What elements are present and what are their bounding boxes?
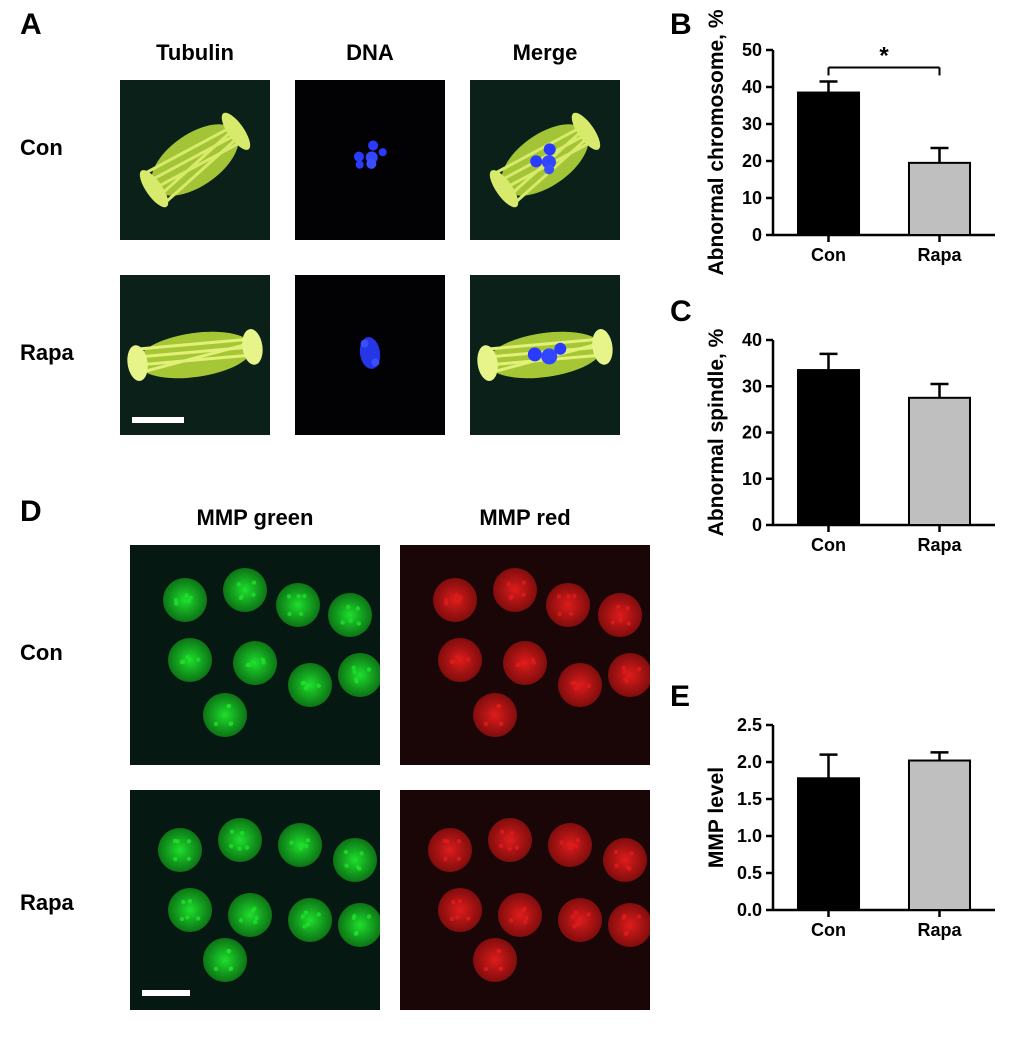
panel-letter-c: C xyxy=(670,295,692,329)
svg-text:10: 10 xyxy=(742,469,762,489)
svg-text:10: 10 xyxy=(742,188,762,208)
panela-row-rapa: Rapa xyxy=(20,340,100,366)
svg-text:Rapa: Rapa xyxy=(917,920,962,940)
svg-text:MMP level: MMP level xyxy=(705,767,728,868)
svg-text:50: 50 xyxy=(742,40,762,60)
panela-con-merge xyxy=(470,80,620,240)
panel-letter-e: E xyxy=(670,680,690,714)
chart-e: 0.0 0.5 1.0 1.5 2.0 2.5 MMP level Con Rapa xyxy=(705,705,1005,950)
panela-rapa-dna xyxy=(295,275,445,435)
panela-col-merge: Merge xyxy=(470,40,620,66)
svg-text:20: 20 xyxy=(742,423,762,443)
svg-text:Abnormal chromosome, %: Abnormal chromosome, % xyxy=(705,9,728,275)
svg-text:30: 30 xyxy=(742,376,762,396)
svg-text:Con: Con xyxy=(811,920,846,940)
svg-text:2.5: 2.5 xyxy=(737,715,762,735)
panela-rapa-merge xyxy=(470,275,620,435)
paneld-row-rapa: Rapa xyxy=(20,890,100,916)
paneld-rapa-green xyxy=(130,790,380,1010)
svg-text:0: 0 xyxy=(752,515,762,535)
paneld-con-red xyxy=(400,545,650,765)
svg-text:0: 0 xyxy=(752,225,762,245)
svg-text:Rapa: Rapa xyxy=(917,535,962,555)
panela-con-tubulin xyxy=(120,80,270,240)
panel-letter-d: D xyxy=(20,495,42,529)
svg-text:Con: Con xyxy=(811,245,846,265)
panela-col-tubulin: Tubulin xyxy=(120,40,270,66)
paneld-row-con: Con xyxy=(20,640,100,666)
scale-bar-icon xyxy=(132,417,184,423)
svg-text:40: 40 xyxy=(742,77,762,97)
panela-row-con: Con xyxy=(20,135,100,161)
svg-text:Rapa: Rapa xyxy=(917,245,962,265)
panel-letter-a: A xyxy=(20,8,42,42)
svg-text:Abnormal spindle, %: Abnormal spindle, % xyxy=(705,328,728,536)
svg-text:Con: Con xyxy=(811,535,846,555)
svg-text:2.0: 2.0 xyxy=(737,752,762,772)
chart-b: 01020304050Abnormal chromosome, %ConRapa… xyxy=(705,30,1005,275)
svg-text:40: 40 xyxy=(742,330,762,350)
chart-c: 0 10 20 30 40 Abnormal spindle, % Con Rapa xyxy=(705,320,1005,565)
paneld-rapa-red xyxy=(400,790,650,1010)
panela-rapa-tubulin xyxy=(120,275,270,435)
svg-text:0.0: 0.0 xyxy=(737,900,762,920)
paneld-col-red: MMP red xyxy=(400,505,650,531)
panela-con-dna xyxy=(295,80,445,240)
panel-letter-b: B xyxy=(670,8,692,42)
paneld-col-green: MMP green xyxy=(130,505,380,531)
svg-text:1.5: 1.5 xyxy=(737,789,762,809)
svg-text:30: 30 xyxy=(742,114,762,134)
svg-text:0.5: 0.5 xyxy=(737,863,762,883)
figure-root: A B C D E Tubulin DNA Merge Con Rapa xyxy=(0,0,1020,1041)
svg-text:20: 20 xyxy=(742,151,762,171)
paneld-con-green xyxy=(130,545,380,765)
svg-text:*: * xyxy=(879,42,889,69)
panela-col-dna: DNA xyxy=(295,40,445,66)
svg-text:1.0: 1.0 xyxy=(737,826,762,846)
